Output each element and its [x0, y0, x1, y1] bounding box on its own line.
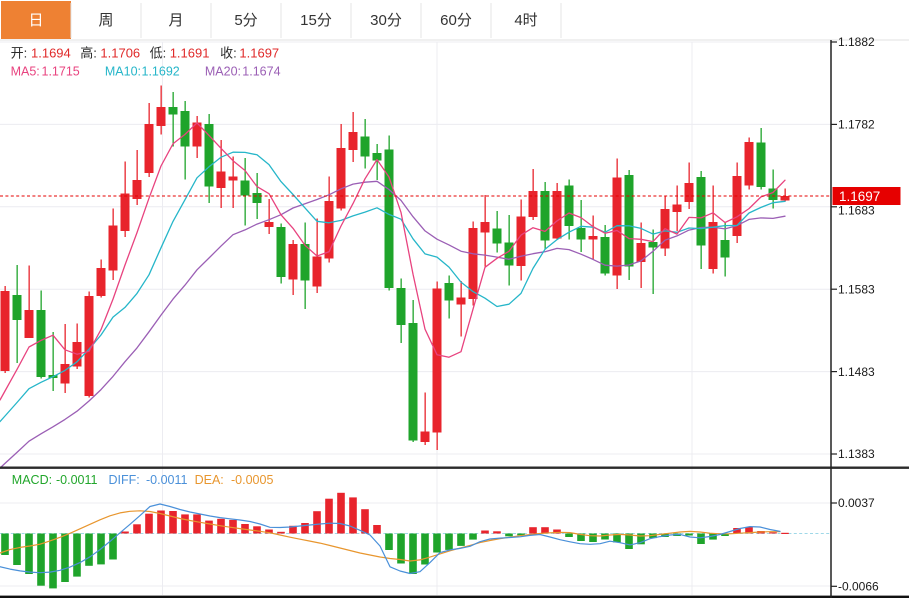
svg-text:-0.0066: -0.0066	[838, 580, 879, 594]
svg-text:月: 月	[168, 12, 183, 29]
svg-text:高:: 高:	[80, 46, 97, 61]
svg-text:1.1674: 1.1674	[242, 65, 280, 79]
svg-text:1.1706: 1.1706	[100, 46, 140, 61]
svg-text:1.1715: 1.1715	[42, 65, 80, 79]
svg-text:收:: 收:	[220, 46, 237, 61]
svg-text:1.1483: 1.1483	[838, 365, 875, 379]
svg-text:30分: 30分	[370, 12, 402, 29]
svg-text:5分: 5分	[234, 12, 257, 29]
svg-text:开:: 开:	[11, 46, 28, 61]
svg-text:60分: 60分	[440, 12, 472, 29]
svg-text:1.1683: 1.1683	[838, 204, 875, 218]
svg-text:MA5:: MA5:	[11, 65, 40, 79]
svg-text:1.1691: 1.1691	[170, 46, 210, 61]
svg-text:1.1697: 1.1697	[239, 46, 279, 61]
svg-text:1.1383: 1.1383	[838, 447, 875, 461]
svg-text:1.1583: 1.1583	[838, 282, 875, 296]
svg-text:周: 周	[98, 12, 113, 29]
svg-text:低:: 低:	[150, 46, 167, 61]
svg-text:-0.0005: -0.0005	[231, 473, 273, 487]
svg-text:0.0037: 0.0037	[838, 496, 875, 510]
svg-text:-0.0011: -0.0011	[56, 473, 98, 487]
svg-text:DEA:: DEA:	[195, 473, 224, 487]
svg-text:日: 日	[28, 12, 43, 29]
svg-text:MA10:: MA10:	[105, 65, 141, 79]
svg-text:1.1692: 1.1692	[142, 65, 180, 79]
svg-text:1.1697: 1.1697	[839, 189, 880, 204]
svg-text:MA20:: MA20:	[205, 65, 241, 79]
svg-text:-0.0011: -0.0011	[146, 473, 188, 487]
svg-text:1.1882: 1.1882	[838, 35, 875, 49]
svg-text:4时: 4时	[514, 12, 537, 29]
svg-text:DIFF:: DIFF:	[109, 473, 140, 487]
svg-text:MACD:: MACD:	[12, 473, 52, 487]
svg-text:15分: 15分	[300, 12, 332, 29]
svg-text:1.1782: 1.1782	[838, 118, 875, 132]
svg-text:1.1694: 1.1694	[31, 46, 71, 61]
